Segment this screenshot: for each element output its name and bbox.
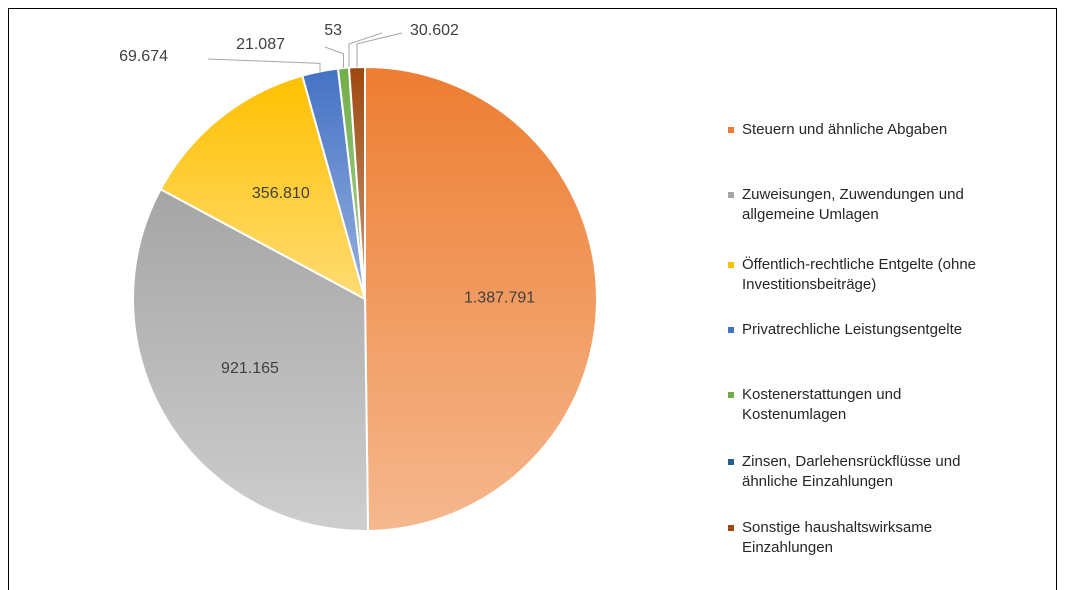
legend-swatch (728, 459, 734, 465)
legend-label: Zuweisungen, Zuwendungen und allgemeine … (742, 186, 964, 223)
pie-slice (159, 74, 367, 301)
legend-entry: Zuweisungen, Zuwendungen und allgemeine … (728, 185, 1062, 225)
legend-label: Öffentlich-rechtliche Entgelte (ohne Inv… (742, 256, 977, 293)
legend-swatch (728, 262, 734, 268)
legend-label: Zinsen, Darlehensrückflüsse und ähnliche… (742, 453, 961, 490)
leader-line (324, 46, 344, 68)
legend-entry: Steuern und ähnliche Abgaben (728, 120, 1062, 140)
data-label: 356.810 (252, 185, 310, 202)
legend-swatch (728, 525, 734, 531)
data-label: 21.087 (236, 36, 285, 53)
legend-swatch (728, 327, 734, 333)
legend-entry: Öffentlich-rechtliche Entgelte (ohne Inv… (728, 255, 1062, 295)
legend-entry: Privatrechliche Leistungsentgelte (728, 320, 1062, 340)
data-label: 69.674 (119, 48, 168, 65)
legend-swatch (728, 392, 734, 398)
data-label: 30.602 (410, 22, 459, 39)
leader-line (348, 32, 383, 68)
legend-entry: Kostenerstattungen und Kostenumlagen (728, 385, 1062, 425)
data-label: 1.387.791 (464, 289, 535, 306)
legend-label: Privatrechliche Leistungsentgelte (742, 321, 963, 338)
legend-swatch (728, 192, 734, 198)
leader-line (356, 32, 403, 68)
pie-slice (364, 65, 598, 532)
legend-swatch (728, 127, 734, 133)
pie-slice (132, 187, 370, 532)
chart-frame (8, 8, 1057, 590)
legend-label: Sonstige haushaltswirksame Einzahlungen (742, 519, 933, 556)
legend-entry: Zinsen, Darlehensrückflüsse und ähnliche… (728, 452, 1062, 492)
leader-line (207, 58, 321, 72)
data-label: 921.165 (221, 360, 279, 377)
legend-label: Kostenerstattungen und Kostenumlagen (742, 386, 902, 423)
legend-entry: Sonstige haushaltswirksame Einzahlungen (728, 518, 1062, 558)
data-label: 53 (324, 22, 342, 39)
legend-label: Steuern und ähnliche Abgaben (742, 121, 948, 138)
